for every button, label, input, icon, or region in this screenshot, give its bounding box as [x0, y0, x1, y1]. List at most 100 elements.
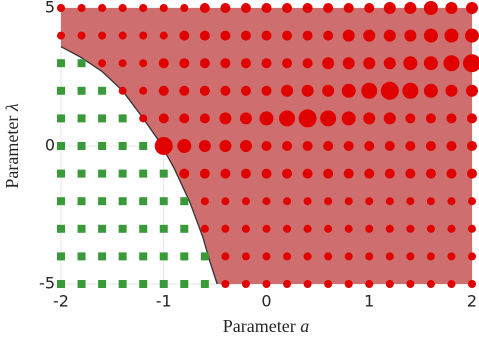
red-circle — [425, 113, 436, 124]
red-circle — [139, 59, 148, 68]
green-square — [77, 86, 86, 95]
red-circle — [361, 82, 378, 99]
red-circle — [139, 86, 148, 95]
red-circle — [159, 31, 168, 40]
red-circle — [179, 30, 190, 41]
red-circle — [241, 252, 250, 261]
red-circle — [383, 112, 396, 125]
red-circle — [364, 3, 375, 13]
red-circle — [324, 252, 333, 261]
red-circle — [380, 81, 399, 100]
red-circle — [241, 224, 250, 233]
red-circle — [384, 141, 395, 151]
red-circle — [344, 224, 353, 233]
red-circle — [341, 83, 356, 98]
red-circle — [118, 86, 127, 95]
green-square — [118, 252, 127, 261]
green-square — [98, 280, 107, 288]
green-square — [98, 142, 107, 150]
red-circle — [261, 85, 272, 96]
green-square — [139, 224, 148, 233]
green-square — [118, 142, 127, 150]
red-circle — [426, 252, 435, 261]
red-circle — [180, 4, 189, 12]
red-circle — [423, 1, 438, 15]
red-circle — [447, 252, 456, 261]
green-square — [180, 197, 189, 206]
green-square — [139, 280, 148, 288]
green-square — [57, 224, 65, 233]
red-circle — [468, 197, 476, 206]
green-square — [57, 86, 65, 95]
red-circle — [282, 141, 293, 151]
green-square — [118, 197, 127, 206]
green-square — [98, 252, 107, 261]
green-square — [180, 224, 189, 233]
red-circle — [261, 30, 272, 41]
red-circle — [324, 224, 333, 233]
red-circle — [303, 280, 312, 288]
green-square — [180, 252, 189, 261]
red-circle — [302, 3, 313, 13]
green-square — [57, 114, 65, 123]
red-circle — [463, 54, 479, 73]
red-circle — [261, 141, 272, 151]
green-square — [57, 197, 65, 206]
red-circle — [447, 224, 456, 233]
green-square — [98, 86, 107, 95]
red-circle — [468, 224, 476, 233]
red-circle — [364, 168, 375, 179]
x-label-text: Parameter — [223, 316, 296, 336]
green-square — [98, 114, 107, 123]
red-circle — [282, 30, 293, 41]
y-tick-label: -5 — [39, 274, 55, 293]
red-circle — [158, 113, 169, 124]
red-circle — [199, 85, 210, 96]
red-circle — [384, 168, 395, 179]
red-circle — [385, 197, 394, 206]
x-axis-label: Parameter a — [223, 316, 309, 336]
red-circle — [405, 141, 416, 151]
red-circle — [323, 168, 334, 179]
green-square — [159, 169, 168, 178]
red-circle — [179, 85, 190, 96]
green-square — [98, 169, 107, 178]
red-circle — [383, 2, 396, 14]
red-circle — [467, 113, 477, 124]
red-circle — [240, 3, 251, 13]
red-circle — [365, 280, 374, 288]
y-tick-label: 5 — [45, 0, 55, 17]
red-circle — [423, 56, 438, 71]
red-circle — [220, 30, 231, 41]
red-circle — [77, 4, 86, 12]
red-circle — [261, 168, 272, 179]
red-circle — [199, 113, 210, 124]
x-tick-label: 2 — [467, 292, 477, 311]
red-circle — [323, 30, 334, 41]
green-square — [118, 280, 127, 288]
red-circle — [365, 252, 374, 261]
red-circle — [406, 224, 415, 233]
red-circle — [385, 224, 394, 233]
red-circle — [159, 4, 168, 12]
red-circle — [446, 141, 457, 151]
green-square — [200, 280, 209, 288]
green-square — [139, 169, 148, 178]
green-square — [57, 252, 65, 261]
red-circle — [363, 112, 376, 125]
red-circle — [179, 113, 190, 124]
red-circle — [322, 84, 335, 97]
red-circle — [57, 31, 65, 40]
green-square — [57, 59, 65, 68]
red-circle — [200, 224, 209, 233]
red-circle — [240, 30, 251, 41]
red-circle — [179, 168, 190, 179]
red-circle — [344, 252, 353, 261]
green-square — [77, 142, 86, 150]
red-circle — [199, 168, 210, 179]
red-circle — [301, 84, 314, 97]
red-circle — [283, 252, 292, 261]
red-circle — [426, 280, 435, 288]
green-square — [77, 114, 86, 123]
red-circle — [279, 110, 296, 127]
